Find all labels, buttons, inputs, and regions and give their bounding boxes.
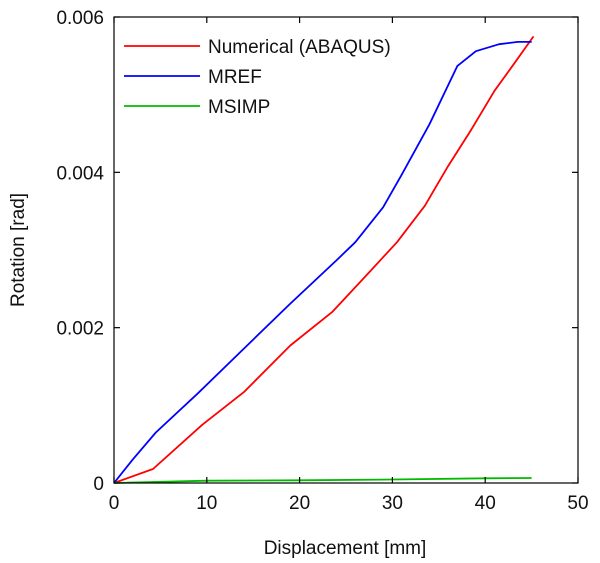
- x-axis-label: Displacement [mm]: [264, 538, 427, 559]
- series-line-3: [113, 477, 532, 484]
- y-tick-label: 0.004: [56, 163, 104, 184]
- legend-label-1: Numerical (ABAQUS): [208, 37, 391, 58]
- x-tick-label: 50: [567, 493, 588, 514]
- x-tick-label: 10: [196, 493, 217, 514]
- x-tick-label: 40: [475, 493, 496, 514]
- x-tick-label: 0: [109, 493, 120, 514]
- legend-label-2: MREF: [208, 67, 262, 88]
- x-tick-label: 30: [382, 493, 403, 514]
- plot-frame: [113, 16, 579, 484]
- y-tick-label: 0.002: [56, 319, 104, 340]
- y-tick-label: 0.006: [56, 8, 104, 29]
- series-line-1: [113, 35, 535, 484]
- series-line-2: [113, 41, 532, 484]
- x-tick-label: 20: [289, 493, 310, 514]
- y-tick-label: 0: [93, 474, 104, 495]
- y-axis-label: Rotation [rad]: [8, 193, 29, 307]
- legend-label-3: MSIMP: [208, 97, 270, 118]
